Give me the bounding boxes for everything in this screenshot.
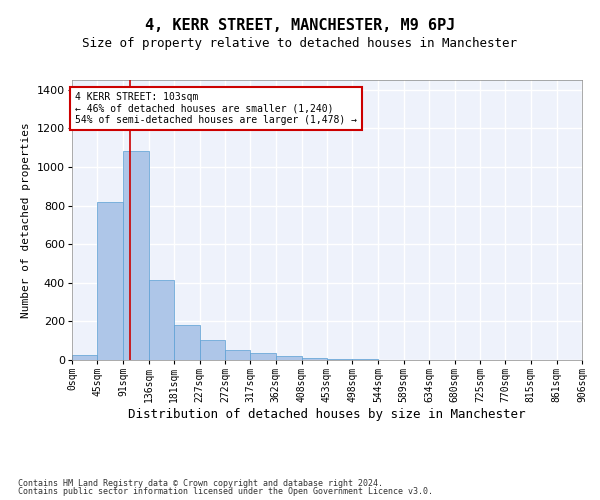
Bar	[327, 359, 352, 360]
Bar	[174, 325, 200, 360]
Text: 4 KERR STREET: 103sqm
← 46% of detached houses are smaller (1,240)
54% of semi-d: 4 KERR STREET: 103sqm ← 46% of detached …	[75, 92, 357, 125]
Bar	[200, 340, 225, 360]
Text: Contains public sector information licensed under the Open Government Licence v3: Contains public sector information licen…	[18, 487, 433, 496]
Bar	[225, 350, 250, 360]
Bar	[97, 202, 123, 360]
Bar	[276, 356, 302, 360]
Bar	[302, 358, 327, 360]
Bar	[149, 280, 174, 360]
Y-axis label: Number of detached properties: Number of detached properties	[22, 122, 31, 318]
Bar	[123, 152, 149, 360]
X-axis label: Distribution of detached houses by size in Manchester: Distribution of detached houses by size …	[128, 408, 526, 421]
Text: Size of property relative to detached houses in Manchester: Size of property relative to detached ho…	[83, 38, 517, 51]
Bar	[72, 355, 97, 360]
Text: Contains HM Land Registry data © Crown copyright and database right 2024.: Contains HM Land Registry data © Crown c…	[18, 478, 383, 488]
Bar	[250, 353, 276, 360]
Text: 4, KERR STREET, MANCHESTER, M9 6PJ: 4, KERR STREET, MANCHESTER, M9 6PJ	[145, 18, 455, 32]
